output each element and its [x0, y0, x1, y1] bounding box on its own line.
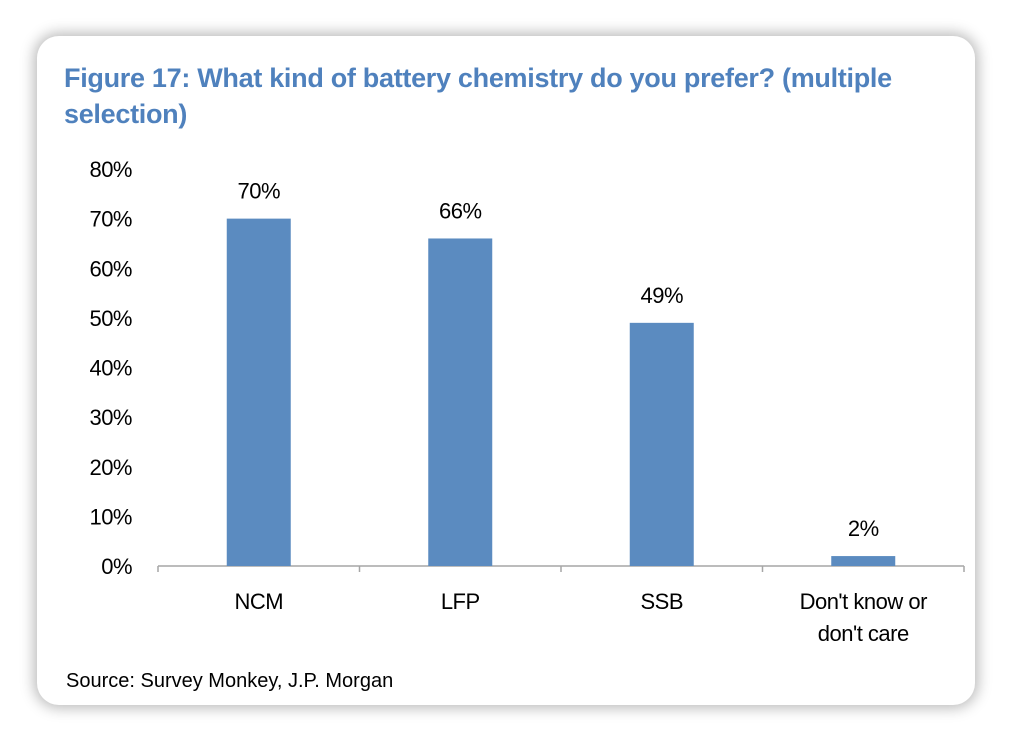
y-tick-label: 50% — [89, 306, 132, 331]
y-tick-label: 40% — [89, 356, 132, 381]
bar — [226, 218, 291, 566]
x-category-label-line: SSB — [640, 589, 683, 614]
x-category-label-line: NCM — [234, 589, 283, 614]
y-tick-label: 70% — [89, 207, 132, 232]
bar — [831, 556, 896, 566]
x-category-label: SSB — [640, 589, 683, 614]
bar-value-label: 2% — [848, 516, 879, 541]
x-category-label-line: LFP — [441, 589, 480, 614]
y-tick-label: 80% — [89, 157, 132, 182]
x-category-label-line: don't care — [818, 621, 909, 646]
bar-value-label: 70% — [237, 179, 280, 204]
x-category-label: Don't know or don't care — [800, 589, 927, 646]
source-note: Source: Survey Monkey, J.P. Morgan — [66, 670, 394, 692]
x-category-label: NCM — [234, 589, 283, 614]
bar — [428, 238, 493, 566]
x-category-label-line: Don't know or — [800, 589, 927, 614]
chart-title: Figure 17: What kind of battery chemistr… — [64, 63, 892, 129]
x-category-label: LFP — [441, 589, 480, 614]
bar-value-label: 66% — [439, 198, 482, 223]
y-tick-label: 0% — [101, 554, 132, 579]
chart-card — [37, 36, 975, 705]
bar — [629, 322, 694, 566]
y-tick-label: 10% — [89, 504, 132, 529]
y-tick-label: 20% — [89, 455, 132, 480]
y-tick-label: 30% — [89, 405, 132, 430]
y-tick-label: 60% — [89, 256, 132, 281]
bar-value-label: 49% — [640, 283, 683, 308]
